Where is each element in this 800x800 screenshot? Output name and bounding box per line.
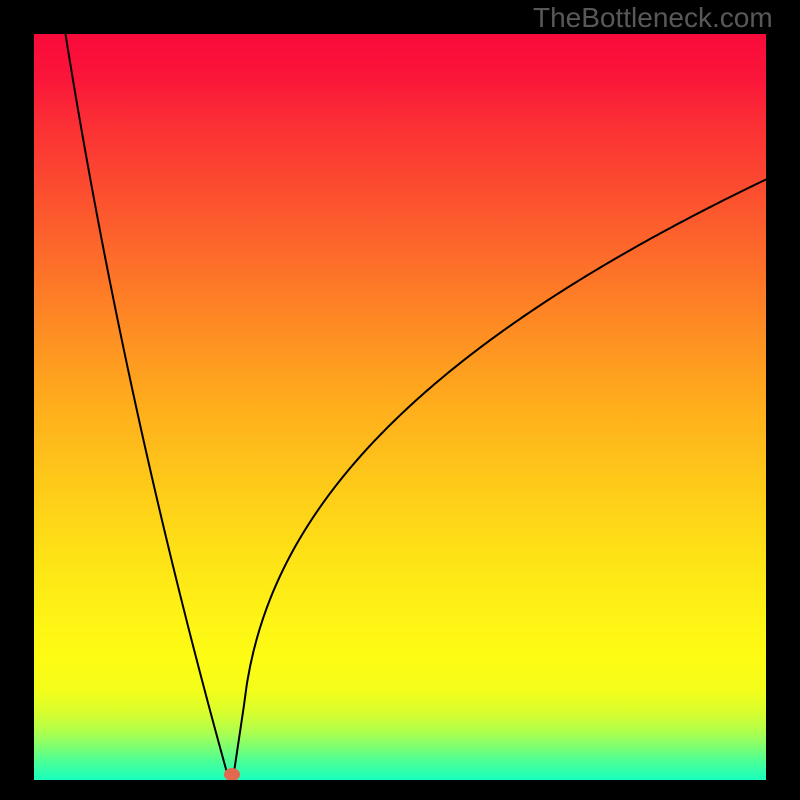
gradient-fill	[34, 34, 766, 780]
border-left	[0, 0, 34, 800]
border-right	[766, 0, 800, 800]
watermark-text: TheBottleneck.com	[533, 2, 773, 34]
chart-stage: TheBottleneck.com	[0, 0, 800, 800]
plot-area	[34, 34, 766, 780]
border-bottom	[0, 780, 800, 800]
